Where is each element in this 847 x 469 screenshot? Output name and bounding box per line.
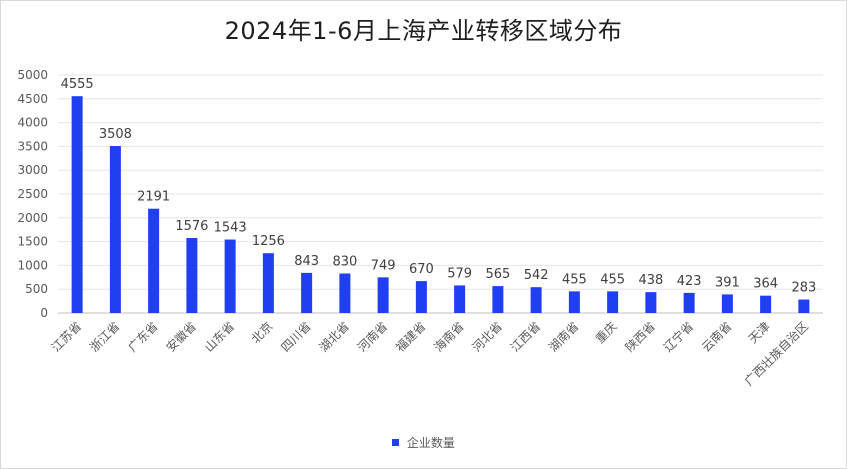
y-tick-label: 3500: [17, 139, 48, 153]
y-tick-label: 2000: [17, 211, 48, 225]
x-tick-label: 河北省: [470, 319, 505, 354]
bar: [301, 272, 313, 313]
bar: [568, 291, 580, 313]
data-label: 364: [753, 277, 778, 292]
bar: [530, 287, 542, 313]
bar: [415, 281, 427, 313]
data-label: 455: [562, 272, 587, 287]
bar: [224, 239, 236, 313]
y-tick-label: 500: [25, 282, 48, 296]
bar: [186, 237, 198, 313]
y-tick-label: 0: [40, 306, 48, 320]
bar: [377, 277, 389, 313]
bars: 4555 3508 2191 1576 1543 1256 843 830 749 670 579 5…: [61, 77, 816, 313]
data-label: 830: [332, 254, 357, 269]
data-label: 3508: [99, 127, 132, 142]
x-tick-label: 江苏省: [49, 319, 84, 354]
data-label: 749: [371, 258, 396, 273]
bar: [683, 292, 695, 313]
y-tick-label: 5000: [17, 68, 48, 82]
bar: [148, 208, 160, 313]
data-label: 579: [447, 266, 472, 281]
bar: [492, 286, 504, 313]
data-label: 391: [715, 275, 740, 290]
bar: [339, 273, 351, 313]
data-label: 1256: [252, 234, 285, 249]
y-tick-label: 3000: [17, 163, 48, 177]
x-tick-label: 北京: [249, 319, 276, 346]
legend: 企业数量: [1, 434, 846, 451]
legend-swatch: [392, 439, 400, 446]
x-tick-label: 海南省: [431, 319, 467, 355]
x-tick-label: 辽宁省: [660, 319, 696, 355]
data-label: 565: [485, 267, 510, 282]
x-tick-label: 湖南省: [545, 319, 581, 355]
data-label: 1543: [214, 221, 247, 236]
data-label: 455: [600, 272, 625, 287]
bar: [262, 253, 274, 313]
x-tick-label: 山东省: [202, 319, 237, 354]
data-label: 1576: [175, 219, 208, 234]
y-tick-label: 4000: [17, 116, 48, 130]
y-tick-label: 1000: [17, 258, 48, 272]
x-tick-label: 浙江省: [87, 319, 122, 354]
data-label: 283: [791, 281, 816, 296]
data-label: 542: [524, 268, 549, 283]
y-axis-ticks: 0 500 1000 1500 2000 2500 3000 3500 4000 4500 5000: [17, 68, 48, 320]
x-tick-label: 河南省: [354, 319, 390, 355]
data-label: 4555: [61, 77, 94, 92]
data-label: 423: [677, 274, 702, 289]
data-label: 670: [409, 262, 434, 277]
bar: [721, 294, 733, 313]
y-tick-label: 4500: [17, 92, 48, 106]
x-tick-label: 广东省: [125, 319, 160, 354]
bar: [798, 299, 810, 313]
bar: [760, 295, 772, 313]
data-label: 2191: [137, 190, 170, 205]
x-tick-label: 福建省: [392, 319, 428, 355]
gridlines: [58, 74, 823, 314]
bar: [607, 291, 619, 313]
x-tick-label: 江西省: [508, 319, 543, 354]
bar: [71, 96, 83, 313]
x-axis-ticks: 江苏省 浙江省 广东省 安徽省 山东省 北京 四川省 湖北省 河南省 福建省 海南省 河北省 江西省 湖南…: [49, 319, 811, 389]
x-tick-label: 湖北省: [316, 319, 352, 355]
bar: [454, 285, 466, 313]
legend-label: 企业数量: [406, 436, 455, 450]
y-tick-label: 1500: [17, 235, 48, 249]
data-label: 843: [294, 254, 319, 269]
x-tick-label: 云南省: [698, 319, 734, 355]
x-tick-label: 陕西省: [622, 319, 658, 355]
data-label: 438: [638, 273, 663, 288]
y-tick-label: 2500: [17, 187, 48, 201]
x-tick-label: 安徽省: [163, 319, 199, 355]
x-tick-label: 重庆: [593, 319, 620, 346]
bar: [645, 292, 657, 313]
x-tick-label: 天津: [746, 319, 773, 346]
chart-title: 2024年1-6月上海产业转移区域分布: [224, 17, 623, 45]
bar: [109, 146, 121, 313]
x-tick-label: 四川省: [278, 319, 313, 354]
